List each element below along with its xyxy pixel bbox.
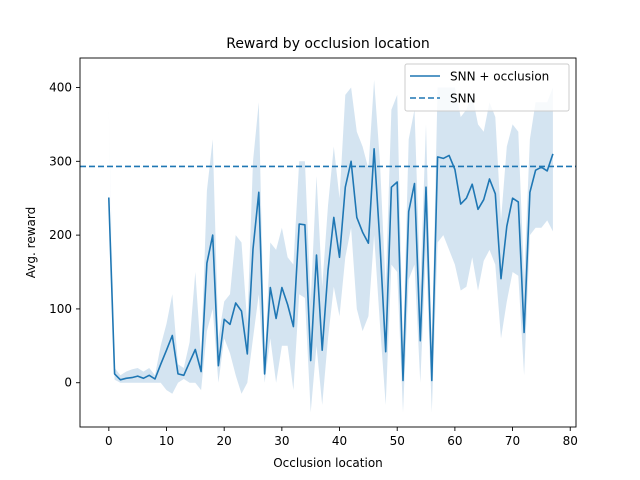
y-tick-label: 200 (49, 228, 72, 242)
x-tick-label: 10 (159, 434, 174, 448)
y-tick-label: 100 (49, 302, 72, 316)
x-tick-label: 0 (105, 434, 113, 448)
y-tick-label: 0 (64, 376, 72, 390)
x-tick-label: 40 (332, 434, 347, 448)
x-axis-label: Occlusion location (273, 456, 383, 470)
y-tick-label: 300 (49, 154, 72, 168)
legend-box (404, 63, 570, 112)
x-tick-label: 80 (563, 434, 578, 448)
plot-area (80, 80, 576, 413)
legend: SNN + occlusion SNN (404, 63, 570, 112)
y-axis-ticks: 0 100 200 300 400 (49, 81, 80, 390)
snn-occlusion-line (108, 148, 554, 382)
x-tick-label: 30 (274, 434, 289, 448)
legend-label-snn-occlusion: SNN + occlusion (450, 70, 549, 84)
axes-frame (79, 57, 577, 428)
y-axis-label: Avg. reward (24, 207, 38, 278)
y-tick-label: 400 (49, 81, 72, 95)
x-tick-label: 50 (390, 434, 405, 448)
x-tick-label: 60 (447, 434, 462, 448)
chart-title: Reward by occlusion location (226, 36, 430, 52)
legend-label-snn: SNN (450, 92, 476, 106)
x-tick-label: 20 (217, 434, 232, 448)
x-tick-label: 70 (505, 434, 520, 448)
x-axis-ticks: 0 10 20 30 40 50 60 70 80 (105, 427, 578, 448)
